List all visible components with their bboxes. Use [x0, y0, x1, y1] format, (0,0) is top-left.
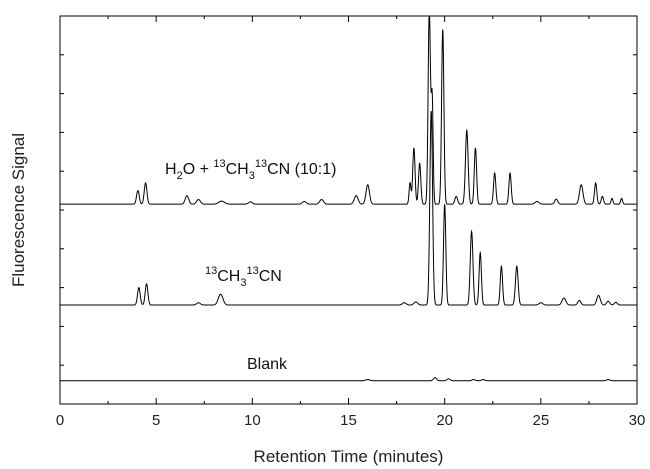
trace-label: 13CH313CN: [205, 265, 282, 289]
y-axis-title: Fluorescence Signal: [9, 133, 28, 287]
x-tick-label: 20: [436, 412, 453, 429]
trace-line: [60, 111, 637, 306]
x-tick-label: 30: [629, 412, 646, 429]
x-axis-title: Retention Time (minutes): [254, 447, 444, 466]
plot-frame: [59, 15, 638, 405]
trace-labels: H2O + 13CH313CN (10:1) 13CH313CN Blank: [165, 158, 336, 373]
x-tick-label: 5: [152, 412, 160, 429]
x-tick-label: 10: [244, 412, 261, 429]
trace-label: H2O + 13CH313CN (10:1): [165, 158, 336, 182]
trace-label: Blank: [247, 356, 288, 373]
plot-border: [59, 15, 638, 405]
trace-line: [60, 377, 637, 382]
x-tick-label: 0: [56, 412, 64, 429]
x-tick-label: 15: [340, 412, 357, 429]
x-tick-label: 25: [532, 412, 549, 429]
y-axis-ticks: [60, 15, 637, 405]
x-axis-ticks: 0 5 10 15 20 25 30: [56, 16, 646, 429]
trace-line: [60, 15, 637, 205]
traces: [60, 15, 637, 382]
